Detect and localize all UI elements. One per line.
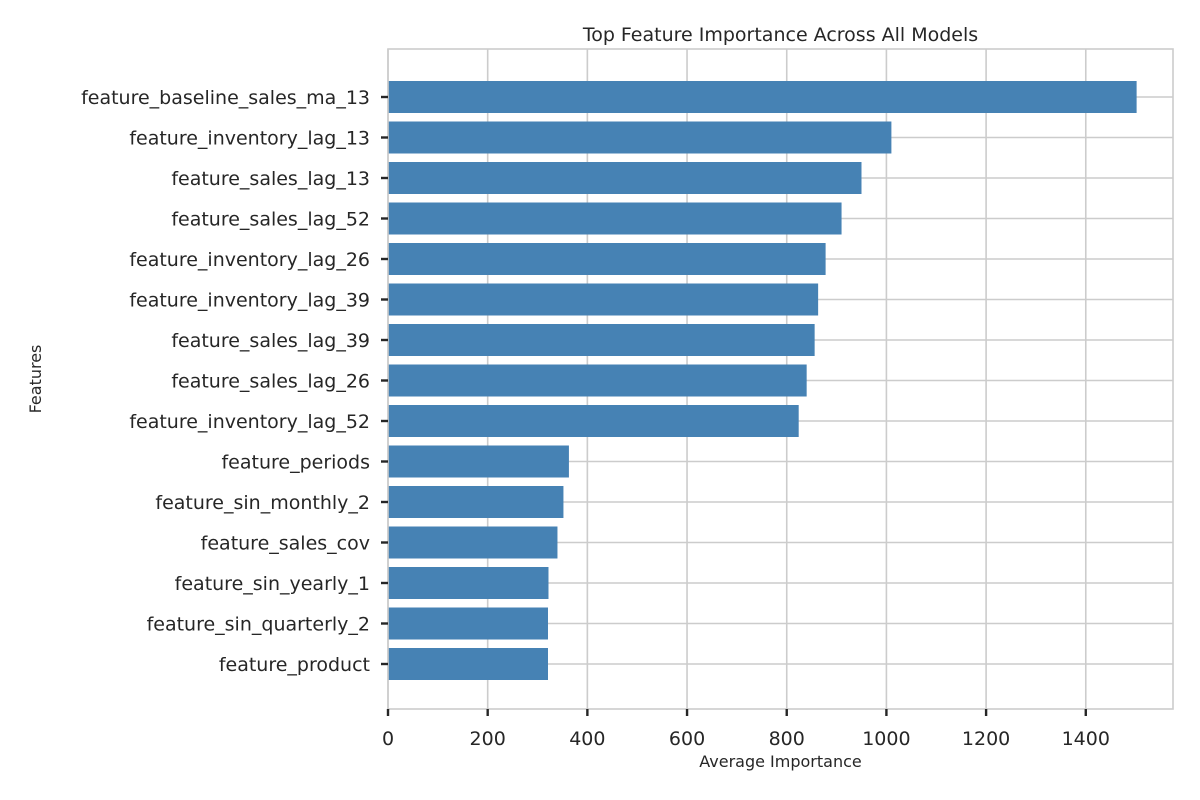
y-tick-label: feature_sin_quarterly_2 — [147, 614, 370, 636]
y-tick-label: feature_sales_lag_39 — [171, 330, 370, 352]
bar — [388, 364, 807, 397]
y-tick-label: feature_sales_lag_26 — [171, 371, 370, 393]
bar — [388, 202, 842, 235]
y-axis-title: Features — [26, 345, 45, 414]
bar — [388, 324, 815, 356]
x-tick-label: 1200 — [962, 728, 1010, 750]
y-tick-label: feature_inventory_lag_13 — [129, 128, 370, 150]
bar — [388, 486, 564, 518]
x-tick-label: 1000 — [862, 728, 910, 750]
y-tick-label: feature_periods — [221, 452, 370, 474]
bar — [388, 121, 892, 154]
bar — [388, 445, 569, 478]
plot-frame — [387, 48, 1174, 710]
y-tick-label: feature_sales_lag_13 — [171, 168, 370, 190]
y-tick-label: feature_sales_lag_52 — [171, 209, 370, 231]
y-tick-label: feature_product — [219, 654, 370, 676]
y-tick-label: feature_inventory_lag_52 — [129, 411, 370, 433]
bar — [388, 526, 558, 559]
x-tick-label: 800 — [769, 728, 805, 750]
y-tick-label: feature_sales_cov — [201, 533, 370, 555]
y-tick-label: feature_sin_monthly_2 — [155, 492, 370, 514]
y-tick-label: feature_sin_yearly_1 — [175, 573, 370, 595]
bar — [388, 162, 862, 194]
x-axis-title: Average Importance — [699, 752, 861, 771]
axis-ticks: feature_baseline_sales_ma_13 feature_inve… — [81, 87, 1110, 750]
y-tick-label: feature_baseline_sales_ma_13 — [81, 87, 370, 109]
bar — [388, 405, 799, 437]
bar — [388, 81, 1137, 113]
y-tick-label: feature_inventory_lag_39 — [129, 290, 370, 312]
x-tick-label: 200 — [470, 728, 506, 750]
bar — [388, 243, 826, 275]
y-tick-label: feature_inventory_lag_26 — [129, 249, 370, 271]
chart-title: Top Feature Importance Across All Models — [582, 24, 978, 46]
bars — [388, 81, 1137, 680]
x-tick-label: 0 — [382, 728, 394, 750]
bar — [388, 567, 549, 599]
bar — [388, 648, 548, 680]
bar — [388, 607, 548, 640]
x-tick-label: 1400 — [1062, 728, 1110, 750]
bar — [388, 283, 819, 316]
x-tick-label: 600 — [669, 728, 705, 750]
x-tick-label: 400 — [569, 728, 605, 750]
